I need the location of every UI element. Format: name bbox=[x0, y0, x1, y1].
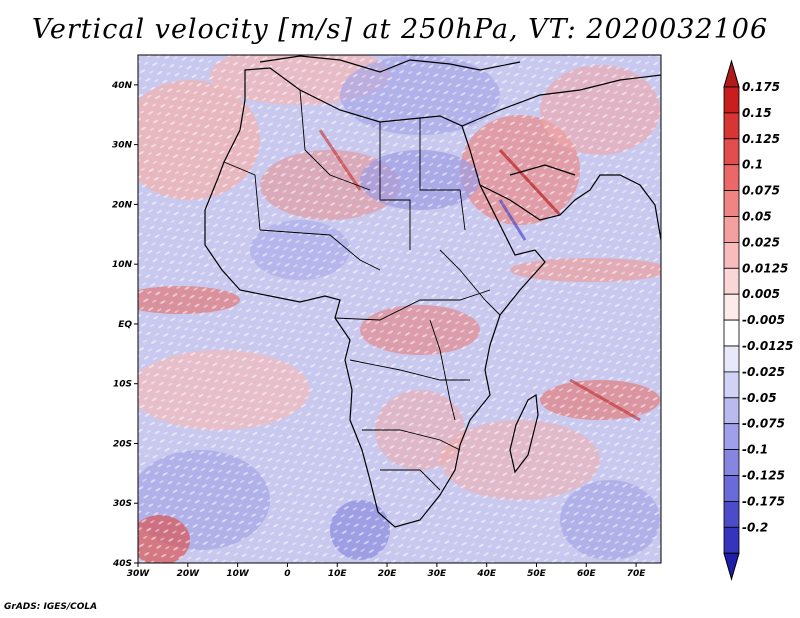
colorbar-label: 0.025 bbox=[742, 235, 780, 249]
lat-tick-label: 30S bbox=[113, 499, 132, 509]
colorbar-label: -0.2 bbox=[742, 520, 768, 534]
country-border bbox=[349, 359, 470, 381]
colorbar: 0.175 0.15 0.125 0.1 0.075 0.05 0.025 0.0125 0.0… bbox=[723, 59, 793, 582]
colorbar-label: -0.175 bbox=[742, 494, 785, 508]
coastlines bbox=[204, 55, 661, 528]
lake-outline bbox=[429, 319, 456, 421]
colorbar-swatch bbox=[723, 449, 740, 476]
lat-tick-label: 20N bbox=[112, 200, 133, 210]
longitude-axis: 30W 20W 10W 0 10E 20E 30E 40E 50E 60E 70E bbox=[127, 563, 647, 579]
colorbar-swatch bbox=[723, 475, 740, 502]
colorbar-label: 0.075 bbox=[742, 184, 780, 198]
lon-tick-label: 70E bbox=[627, 569, 647, 579]
country-border bbox=[259, 229, 381, 271]
colorbar-swatch bbox=[723, 216, 740, 243]
colorbar-swatch bbox=[723, 397, 740, 425]
grads-credit: GrADS: IGES/COLA bbox=[4, 602, 98, 612]
country-border bbox=[380, 469, 441, 491]
colorbar-swatch bbox=[723, 138, 740, 166]
colorbar-label: 0.1 bbox=[742, 158, 763, 172]
lon-tick-label: 30W bbox=[127, 569, 151, 579]
colorbar-swatch bbox=[723, 526, 740, 554]
lat-tick-label: 40N bbox=[111, 81, 133, 91]
descent-core bbox=[498, 199, 527, 241]
lat-tick-label: 30N bbox=[112, 141, 133, 151]
lon-tick-label: 20E bbox=[378, 569, 398, 579]
lon-tick-label: 10W bbox=[226, 569, 250, 579]
colorbar-swatch bbox=[723, 500, 740, 528]
colorbar-label: 0.125 bbox=[742, 132, 780, 146]
latitude-axis: 40N 30N 20N 10N EQ 10S 20S 30S 40S bbox=[111, 81, 138, 569]
lon-tick-label: 0 bbox=[284, 569, 290, 579]
lat-tick-label: 10S bbox=[113, 380, 132, 390]
colorbar-swatch bbox=[723, 319, 740, 347]
colorbar-label: 0.0125 bbox=[742, 261, 788, 275]
lat-tick-label: 20S bbox=[113, 439, 132, 449]
ascent-core bbox=[318, 129, 362, 191]
colorbar-swatch bbox=[723, 423, 740, 451]
europe-coastline bbox=[259, 55, 521, 73]
lat-tick-label: 40S bbox=[112, 559, 132, 569]
lat-tick-label: 10N bbox=[112, 260, 133, 270]
colorbar-label: -0.1 bbox=[742, 443, 768, 457]
country-border bbox=[299, 89, 371, 191]
asia-coastline bbox=[461, 74, 661, 127]
colorbar-swatch bbox=[723, 190, 740, 217]
colorbar-top-arrow bbox=[723, 59, 740, 88]
colorbar-swatch bbox=[723, 293, 740, 321]
colorbar-bottom-arrow bbox=[723, 552, 740, 582]
colorbar-swatch bbox=[723, 164, 740, 191]
colorbar-label: -0.075 bbox=[742, 417, 785, 431]
colorbar-swatch bbox=[723, 241, 740, 269]
colorbar-label: 0.175 bbox=[742, 80, 780, 94]
lon-tick-label: 30E bbox=[428, 569, 448, 579]
colorbar-swatch bbox=[723, 371, 740, 399]
velocity-field bbox=[138, 55, 661, 563]
colorbar-swatch bbox=[723, 86, 740, 114]
country-border bbox=[419, 118, 466, 231]
colorbar-label: -0.025 bbox=[742, 365, 785, 379]
lon-tick-label: 10E bbox=[328, 569, 348, 579]
ascent-core bbox=[498, 148, 562, 217]
colorbar-label: 0.05 bbox=[742, 210, 772, 224]
lon-tick-label: 50E bbox=[527, 569, 547, 579]
colorbar-label: -0.125 bbox=[742, 469, 785, 483]
colorbar-label: -0.0125 bbox=[742, 339, 793, 353]
country-border bbox=[223, 161, 261, 231]
country-border bbox=[362, 429, 461, 451]
plot-frame bbox=[137, 54, 662, 564]
gulf-coastline bbox=[509, 164, 576, 176]
colorbar-label: -0.005 bbox=[742, 313, 785, 327]
colorbar-swatch bbox=[723, 345, 740, 373]
country-border bbox=[439, 249, 501, 316]
arabia-coastline bbox=[479, 174, 661, 241]
colorbar-swatch bbox=[723, 112, 740, 140]
map-title: Vertical velocity [m/s] at 250hPa, VT: 2… bbox=[31, 14, 769, 45]
lon-tick-label: 60E bbox=[577, 569, 597, 579]
country-border bbox=[334, 289, 491, 321]
colorbar-label: 0.005 bbox=[742, 287, 780, 301]
country-border bbox=[379, 122, 411, 250]
lon-tick-label: 20W bbox=[177, 569, 201, 579]
lat-tick-label: EQ bbox=[118, 320, 132, 330]
field-texture bbox=[138, 55, 661, 563]
colorbar-label: -0.05 bbox=[742, 391, 777, 405]
colorbar-label: 0.15 bbox=[742, 106, 772, 120]
country-borders bbox=[223, 89, 501, 491]
africa-coastline bbox=[204, 67, 546, 528]
ascent-core bbox=[569, 378, 641, 422]
colorbar-swatch bbox=[723, 267, 740, 295]
madagascar-coastline bbox=[509, 393, 539, 474]
lon-tick-label: 40E bbox=[476, 569, 497, 579]
